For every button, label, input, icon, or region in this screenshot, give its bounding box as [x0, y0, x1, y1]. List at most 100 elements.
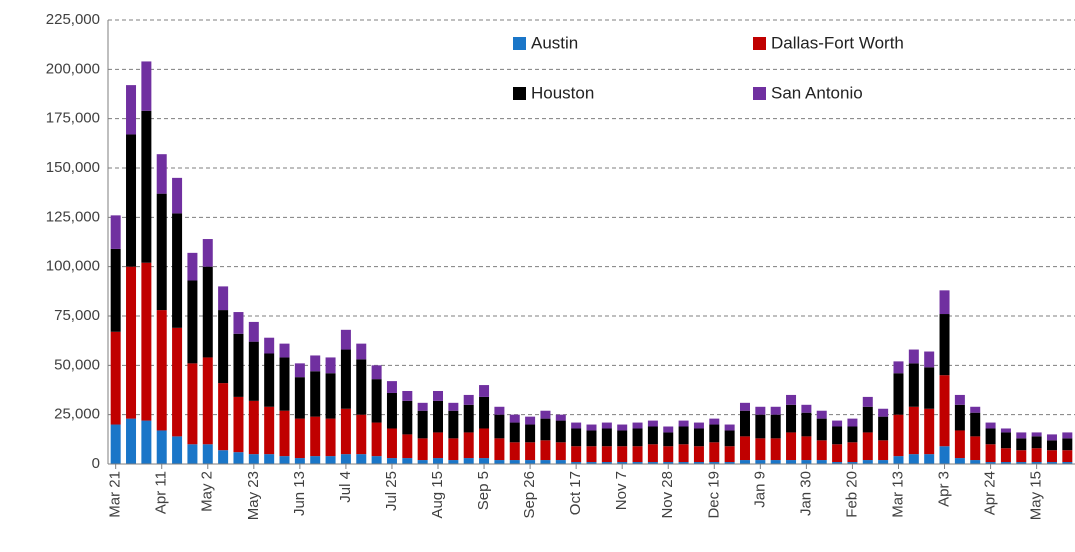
bar-segment: [908, 363, 919, 407]
bar-segment: [479, 396, 490, 429]
legend-label: San Antonio: [771, 83, 863, 102]
bar-segment: [433, 432, 444, 459]
bar-segment: [801, 460, 812, 464]
bar-segment: [924, 367, 935, 409]
bar-segment: [1046, 462, 1057, 464]
bar-segment: [816, 460, 827, 464]
bar-segment: [693, 422, 704, 429]
bar-segment: [647, 444, 658, 463]
bar-segment: [586, 430, 597, 447]
bar-segment: [954, 404, 965, 431]
bar-segment: [540, 418, 551, 441]
x-tick-label: Mar 21: [107, 471, 124, 518]
bar-segment: [494, 414, 505, 439]
bar-segment: [110, 331, 121, 425]
bar-segment: [724, 430, 735, 447]
bar-segment: [294, 458, 305, 464]
x-tick-label: Apr 24: [982, 471, 999, 515]
bar-segment: [878, 416, 889, 441]
bar-segment: [218, 286, 229, 311]
bar-segment: [1046, 440, 1057, 451]
y-tick-label: 225,000: [46, 11, 100, 28]
y-tick-label: 100,000: [46, 258, 100, 275]
bar-segment: [433, 458, 444, 464]
bar-segment: [663, 446, 674, 463]
bar-segment: [586, 462, 597, 464]
bar-segment: [110, 215, 121, 249]
bar-segment: [325, 373, 336, 419]
bar-segment: [601, 428, 612, 447]
bar-segment: [218, 383, 229, 451]
bar-segment: [417, 410, 428, 439]
bar-segment: [878, 440, 889, 461]
bar-segment: [970, 412, 981, 437]
bar-segment: [187, 363, 198, 445]
bar-segment: [847, 442, 858, 463]
bar-segment: [970, 436, 981, 461]
bar-segment: [770, 406, 781, 415]
bar-segment: [786, 404, 797, 433]
bar-segment: [908, 454, 919, 464]
bar-segment: [202, 444, 213, 464]
bar-segment: [908, 406, 919, 455]
bar-segment: [1016, 438, 1027, 451]
bar-segment: [586, 446, 597, 463]
bar-segment: [755, 414, 766, 439]
bar-segment: [540, 410, 551, 419]
bar-segment: [878, 408, 889, 417]
bar-segment: [218, 310, 229, 384]
bar-segment: [126, 418, 137, 464]
bar-segment: [801, 404, 812, 413]
bar-segment: [494, 460, 505, 464]
bar-segment: [770, 438, 781, 461]
bar-segment: [525, 424, 536, 443]
bar-segment: [264, 353, 275, 407]
bar-segment: [233, 333, 244, 397]
bar-segment: [693, 428, 704, 447]
bar-segment: [1062, 462, 1073, 464]
bar-segment: [862, 406, 873, 433]
bar-segment: [908, 349, 919, 364]
bar-segment: [647, 420, 658, 427]
bar-segment: [1016, 462, 1027, 464]
bar-segment: [939, 446, 950, 464]
bar-segment: [678, 444, 689, 463]
bar-segment: [1000, 462, 1011, 464]
x-tick-label: Feb 20: [843, 471, 860, 518]
bar-segment: [463, 404, 474, 433]
bar-segment: [709, 418, 720, 425]
bar-segment: [448, 438, 459, 461]
bar-segment: [739, 402, 750, 411]
bar-segment: [632, 446, 643, 463]
bar-segment: [678, 462, 689, 464]
bar-segment: [340, 408, 351, 455]
bar-segment: [448, 402, 459, 411]
bar-segment: [816, 410, 827, 419]
bar-segment: [954, 394, 965, 405]
bar-segment: [417, 402, 428, 411]
y-tick-label: 200,000: [46, 60, 100, 77]
x-tick-label: Sep 5: [475, 471, 492, 510]
bar-segment: [1016, 432, 1027, 439]
bar-segment: [862, 432, 873, 461]
bar-segment: [1031, 436, 1042, 449]
bar-segment: [1016, 450, 1027, 463]
bar-segment: [509, 442, 520, 461]
bar-segment: [939, 290, 950, 315]
bar-segment: [356, 414, 367, 455]
bar-segment: [110, 248, 121, 332]
bar-segment: [264, 337, 275, 354]
bar-segment: [525, 442, 536, 461]
bar-segment: [187, 252, 198, 281]
x-tick-label: Jul 4: [337, 471, 354, 503]
bar-segment: [878, 460, 889, 464]
legend-swatch: [513, 87, 526, 100]
bar-segment: [970, 460, 981, 464]
bar-segment: [893, 456, 904, 464]
bar-segment: [632, 422, 643, 429]
bar-segment: [279, 357, 290, 411]
x-tick-label: Jun 13: [291, 471, 308, 516]
bar-segment: [172, 436, 183, 464]
bar-segment: [156, 430, 167, 464]
